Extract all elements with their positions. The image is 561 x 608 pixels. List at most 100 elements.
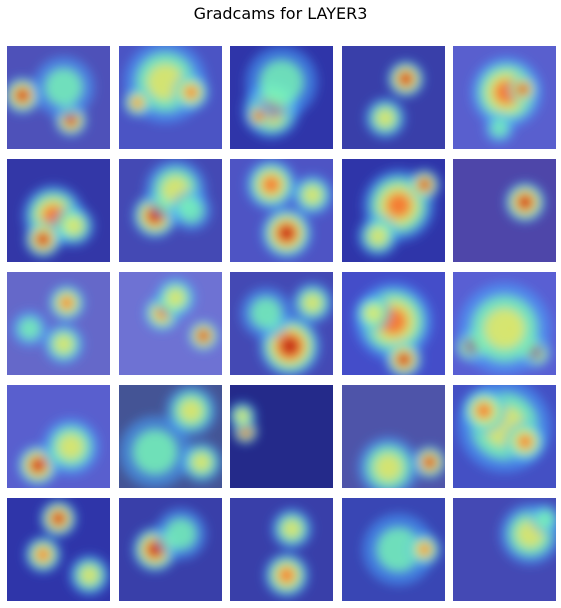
gradcam-tile: [7, 46, 110, 149]
activation-blob: [53, 513, 64, 524]
gradcam-heatmap: [230, 385, 333, 488]
gradcam-tile: [341, 272, 445, 375]
activation-blob: [44, 68, 83, 107]
gradcam-heatmap: [453, 46, 556, 149]
gradcam-tile: [7, 385, 110, 488]
activation-blob: [303, 293, 322, 313]
activation-blob: [165, 288, 185, 307]
gradcam-heatmap: [7, 498, 110, 601]
activation-blob: [36, 548, 50, 562]
activation-regions: [353, 282, 433, 375]
gradcam-tile: [230, 272, 333, 375]
activation-blob: [418, 543, 430, 556]
activation-regions: [131, 159, 212, 239]
activation-blob: [262, 175, 281, 194]
activation-blob: [37, 234, 49, 245]
gradcam-tile: [118, 46, 222, 149]
activation-blob: [66, 115, 76, 125]
activation-regions: [364, 60, 424, 139]
activation-blob: [375, 527, 421, 572]
activation-blob: [32, 459, 44, 472]
activation-blob: [374, 453, 402, 482]
activation-blob: [278, 567, 295, 584]
activation-blob: [198, 331, 208, 341]
activation-regions: [242, 46, 318, 139]
activation-blob: [58, 433, 84, 460]
activation-regions: [131, 508, 207, 573]
gradcam-heatmap: [341, 385, 445, 488]
activation-blob: [419, 180, 429, 190]
activation-regions: [263, 508, 313, 598]
activation-blob: [64, 216, 84, 236]
activation-blob: [519, 196, 531, 209]
gradcam-heatmap: [230, 159, 333, 262]
gradcam-tile: [230, 385, 333, 488]
gradcam-heatmap: [7, 46, 110, 149]
activation-regions: [356, 169, 440, 257]
activation-blob: [364, 304, 381, 322]
activation-blob: [518, 85, 528, 94]
gradcam-tile: [230, 159, 333, 262]
activation-regions: [143, 277, 219, 352]
gradcam-heatmap: [118, 385, 222, 488]
activation-regions: [122, 46, 210, 124]
gradcam-heatmap: [7, 385, 110, 488]
activation-blob: [536, 509, 556, 529]
gradcam-heatmap: [230, 272, 333, 375]
activation-blob: [17, 90, 28, 101]
gradcam-tile: [341, 385, 445, 488]
gradcam-heatmap: [453, 385, 556, 488]
activation-blob: [54, 334, 73, 354]
gradcam-tile: [118, 385, 222, 488]
gradcam-heatmap: [7, 272, 110, 375]
gradcam-tile: [453, 272, 556, 375]
activation-blob: [60, 296, 74, 310]
gradcam-tile: [230, 46, 333, 149]
gradcam-tile: [118, 159, 222, 262]
activation-blob: [476, 402, 492, 419]
activation-regions: [11, 284, 86, 365]
gradcam-tile: [341, 46, 445, 149]
activation-blob: [80, 566, 99, 585]
activation-blob: [250, 297, 282, 330]
activation-blob: [255, 112, 263, 120]
activation-blob: [368, 227, 387, 246]
activation-blob: [280, 337, 299, 355]
activation-blob: [132, 97, 143, 108]
gradcam-heatmap: [341, 159, 445, 262]
gradcam-tile: [341, 159, 445, 262]
activation-blob: [164, 518, 197, 550]
gradcam-tile: [7, 498, 110, 601]
activation-blob: [483, 308, 526, 350]
gradcam-heatmap: [341, 46, 445, 149]
activation-regions: [470, 56, 543, 144]
activation-blob: [191, 453, 211, 472]
activation-regions: [24, 500, 110, 596]
activation-blob: [179, 399, 203, 423]
activation-blob: [177, 197, 204, 224]
gradcam-heatmap: [118, 159, 222, 262]
activation-regions: [245, 159, 333, 259]
activation-blob: [18, 317, 42, 341]
gradcam-tile: [453, 385, 556, 488]
gradcam-tile: [118, 272, 222, 375]
activation-blob: [184, 85, 198, 99]
gradcam-tile: [453, 159, 556, 262]
gradcam-tile: [453, 498, 556, 601]
activation-blob: [398, 354, 409, 365]
gradcam-tile: [341, 498, 445, 601]
activation-regions: [458, 385, 551, 473]
gradcam-heatmap: [453, 498, 556, 601]
activation-blob: [424, 457, 434, 467]
gradcam-tile: [230, 498, 333, 601]
gradcam-heatmap: [230, 46, 333, 149]
activation-blob: [400, 73, 411, 85]
gradcam-heatmap: [118, 498, 222, 601]
activation-regions: [356, 436, 445, 488]
gradcam-grid: [7, 46, 556, 604]
activation-blob: [132, 429, 177, 475]
activation-regions: [7, 56, 95, 137]
activation-regions: [17, 417, 100, 486]
activation-blob: [282, 519, 301, 539]
